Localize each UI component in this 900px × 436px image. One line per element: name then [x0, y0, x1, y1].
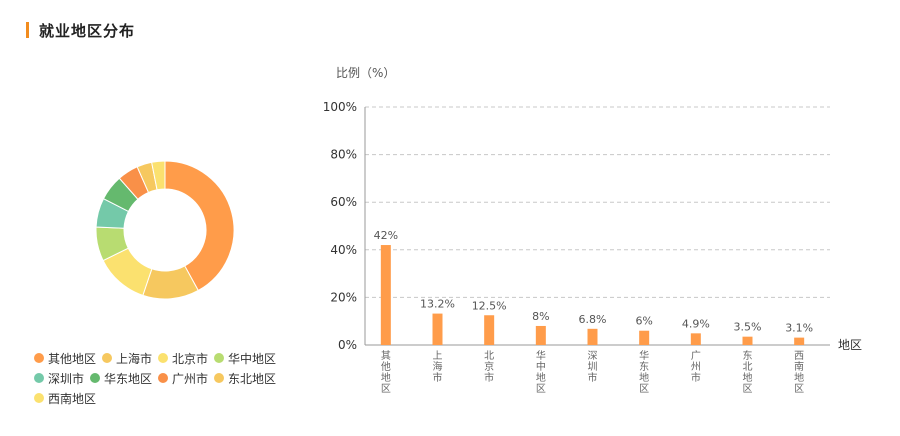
legend-item[interactable]: 广州市 [158, 368, 208, 388]
legend-dot-icon [102, 353, 113, 363]
bar[interactable] [432, 313, 443, 345]
x-tick-label: 其他地区 [381, 350, 391, 395]
legend-label: 深圳市 [48, 371, 85, 386]
legend-label: 其他地区 [48, 351, 97, 366]
x-tick-label: 广州市 [691, 350, 701, 384]
legend-dot-icon [34, 353, 44, 363]
legend-label: 东北地区 [228, 371, 277, 386]
bar[interactable] [484, 315, 495, 345]
y-axis-label: 比例（%） [336, 66, 395, 80]
legend-label: 上海市 [116, 351, 153, 366]
y-tick-label: 80% [330, 148, 357, 162]
y-tick-label: 40% [330, 243, 357, 257]
bar-data-label: 3.5% [734, 321, 762, 334]
legend-dot-icon [214, 353, 225, 363]
legend-item[interactable]: 西南地区 [34, 388, 96, 408]
bar[interactable] [639, 330, 650, 345]
legend-dot-icon [34, 373, 44, 383]
donut-legend: 其他地区 上海市 北京市 华中地区深圳市 华东地区 广州市 东北地区西南地区 [34, 348, 324, 408]
y-tick-label: 0% [338, 338, 357, 352]
legend-item[interactable]: 上海市 [102, 348, 152, 368]
legend-label: 北京市 [172, 351, 209, 366]
bar[interactable] [535, 325, 546, 345]
legend-dot-icon [158, 353, 169, 363]
bar-data-label: 8% [532, 310, 549, 323]
bar-data-label: 12.5% [472, 299, 507, 312]
x-tick-label: 深圳市 [588, 350, 598, 384]
legend-dot-icon [214, 373, 225, 383]
legend-item[interactable]: 华东地区 [90, 368, 152, 388]
x-tick-label: 北京市 [484, 350, 494, 384]
y-tick-label: 100% [323, 100, 357, 114]
bar-data-label: 13.2% [420, 298, 455, 311]
bar-chart: 比例（%） 0% 20% 40% 60% 80% 100% 地区 42% 其他地区 13.2% 上海市… [323, 66, 862, 395]
bar[interactable] [380, 245, 391, 345]
bar[interactable] [794, 337, 805, 345]
x-tick-label: 东北地区 [743, 349, 753, 395]
legend-dot-icon [90, 373, 101, 383]
legend-item[interactable]: 华中地区 [214, 348, 276, 368]
bar-data-label: 42% [374, 229, 398, 242]
legend-item[interactable]: 其他地区 [34, 348, 96, 368]
legend-item[interactable]: 北京市 [158, 348, 208, 368]
legend-label: 广州市 [172, 371, 209, 386]
section-header: 就业地区分布 [26, 20, 135, 40]
legend-label: 华东地区 [104, 371, 153, 386]
bar[interactable] [742, 336, 753, 345]
donut-slice[interactable] [164, 160, 235, 292]
bar-data-label: 4.9% [682, 317, 710, 330]
bar-data-label: 6.8% [579, 313, 607, 326]
y-tick-label: 20% [330, 290, 357, 304]
x-tick-label: 上海市 [433, 350, 443, 384]
donut-slice[interactable] [151, 160, 166, 191]
x-axis-label: 地区 [838, 338, 862, 352]
legend-label: 西南地区 [48, 391, 97, 406]
y-tick-label: 60% [330, 195, 357, 209]
donut-chart [95, 160, 235, 300]
legend-label: 华中地区 [228, 351, 277, 366]
page-title: 就业地区分布 [39, 21, 136, 40]
bar-data-label: 6% [635, 315, 652, 328]
legend-item[interactable]: 深圳市 [34, 368, 84, 388]
title-accent-bar [26, 22, 29, 38]
bar-data-label: 3.1% [785, 322, 813, 335]
bar[interactable] [587, 328, 598, 345]
bar[interactable] [690, 333, 701, 345]
legend-dot-icon [158, 373, 169, 383]
legend-item[interactable]: 东北地区 [214, 368, 276, 388]
x-tick-label: 华中地区 [536, 349, 546, 395]
x-tick-label: 华东地区 [639, 349, 649, 395]
legend-dot-icon [34, 393, 44, 403]
x-tick-label: 西南地区 [794, 351, 804, 395]
